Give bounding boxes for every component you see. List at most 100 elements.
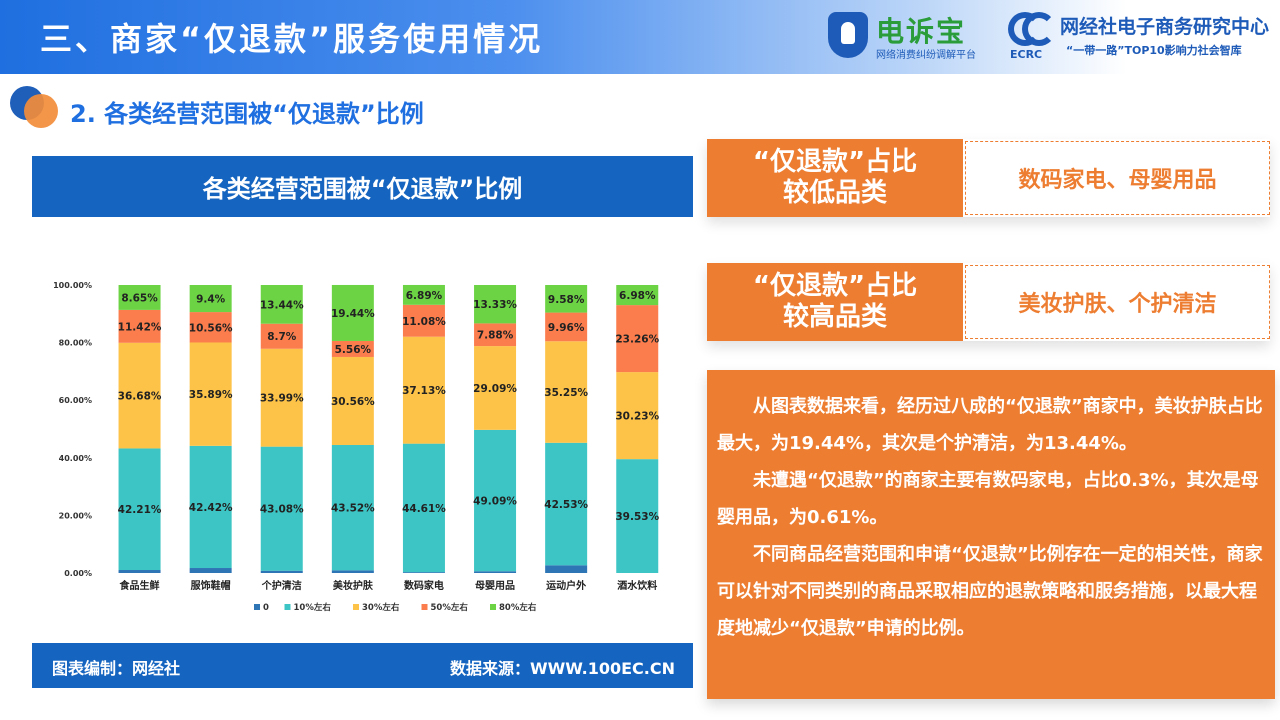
data-label: 37.13%: [402, 385, 446, 397]
low-ratio-label-line2: 较低品类: [782, 178, 887, 208]
chart-footer: 图表编制：网经社 数据来源：WWW.100EC.CN: [32, 643, 693, 688]
data-label: 39.53%: [615, 511, 659, 523]
x-category-label: 服饰鞋帽: [191, 579, 231, 592]
legend-swatch: [254, 604, 260, 610]
bar-segment: [189, 568, 232, 573]
x-category-label: 食品生鲜: [119, 579, 160, 592]
bar-segment: [616, 459, 659, 573]
y-tick-label: 100.00%: [53, 281, 92, 290]
dianshubao-logo: 电诉宝 网络消费纠纷调解平台: [828, 10, 988, 64]
legend-swatch: [421, 604, 428, 610]
ec-mark-icon: [1008, 12, 1056, 46]
note-paragraph-3: 不同商品经营范围和申请“仅退款”比例存在一定的相关性，商家可以针对不同类别的商品…: [717, 544, 1263, 639]
data-label: 42.42%: [189, 502, 233, 514]
high-ratio-label-line1: “仅退款”占比: [752, 271, 918, 301]
data-label: 11.08%: [402, 316, 446, 328]
bar-segment: [331, 570, 374, 573]
bar-segment: [616, 305, 659, 373]
data-label: 9.96%: [548, 322, 585, 334]
x-category-label: 酒水饮料: [617, 579, 657, 592]
bar-segment: [402, 572, 445, 573]
legend-swatch: [284, 604, 291, 610]
note-paragraph-2: 未遭遇“仅退款”的商家主要有数码家电，占比0.3%，其次是母婴用品，为0.61%…: [717, 470, 1259, 528]
data-label: 42.21%: [118, 504, 162, 516]
chart-header-title: 各类经营范围被“仅退款”比例: [202, 175, 523, 203]
bar-segment: [118, 570, 161, 573]
bar-segment: [474, 285, 517, 324]
bar-segment: [545, 285, 588, 313]
stacked-bar-chart: 0.00%20.00%40.00%60.00%80.00%100.00%1.04…: [53, 281, 659, 613]
legend-label: 10%左右: [294, 602, 332, 613]
data-label: 36.68%: [118, 391, 162, 403]
low-ratio-panel: “仅退款”占比 较低品类 数码家电、母婴用品: [707, 139, 1270, 217]
data-label: 8.7%: [267, 331, 297, 343]
bar-segment: [545, 442, 588, 566]
y-tick-label: 20.00%: [59, 511, 92, 520]
bar-segment: [474, 323, 517, 347]
chart-area: 0.00%20.00%40.00%60.00%80.00%100.00%1.04…: [32, 217, 693, 643]
data-label: 30.56%: [331, 396, 375, 408]
data-label: 5.56%: [335, 344, 372, 356]
data-label: 11.42%: [118, 321, 162, 333]
data-label: 35.25%: [544, 387, 588, 399]
legend-label: 0: [263, 603, 269, 613]
bar-segment: [545, 341, 588, 443]
x-category-label: 运动户外: [546, 579, 586, 592]
high-ratio-label-line2: 较高品类: [782, 302, 887, 332]
bar-segment: [260, 570, 303, 573]
high-ratio-value-box: 美妆护肤、个护清洁: [965, 265, 1270, 339]
legend-swatch: [490, 604, 496, 610]
bar-segment: [474, 429, 517, 572]
bar-segment: [331, 356, 374, 445]
x-category-label: 美妆护肤: [333, 579, 374, 592]
data-label: 49.09%: [473, 496, 517, 508]
bar-segment: [260, 348, 303, 447]
bar-segment: [189, 312, 232, 343]
top-banner: 三、商家“仅退款”服务使用情况 电诉宝 网络消费纠纷调解平台 ECRC 网经社电…: [0, 0, 1280, 74]
analysis-note: 从图表数据来看，经历过八成的“仅退款”商家中，美妆护肤占比最大，为19.44%，…: [707, 370, 1275, 699]
logo1-subtitle: 网络消费纠纷调解平台: [876, 50, 976, 61]
bar-segment: [616, 372, 659, 460]
bar-segment: [118, 448, 161, 571]
low-ratio-value-box: 数码家电、母婴用品: [965, 141, 1270, 215]
high-ratio-label: “仅退款”占比 较高品类: [707, 263, 963, 341]
x-category-label: 个护清洁: [261, 579, 302, 592]
bar-segment: [545, 312, 588, 342]
logo2-name: 网经社电子商务研究中心: [1060, 16, 1270, 38]
legend-label: 80%左右: [499, 602, 537, 613]
chart-credit: 图表编制：网经社: [52, 659, 181, 678]
y-tick-label: 80.00%: [59, 339, 92, 348]
legend-label: 50%左右: [431, 602, 469, 613]
data-label: 8.65%: [121, 292, 158, 304]
y-tick-label: 40.00%: [59, 454, 92, 463]
data-label: 35.89%: [189, 389, 233, 401]
data-label: 44.61%: [402, 503, 446, 515]
section-bullet-icon: [10, 86, 58, 130]
data-label: 13.44%: [260, 299, 304, 311]
bar-segment: [402, 284, 445, 305]
note-paragraph-1: 从图表数据来看，经历过八成的“仅退款”商家中，美妆护肤占比最大，为19.44%，…: [717, 396, 1263, 454]
data-label: 29.09%: [473, 383, 517, 395]
bar-segment: [545, 565, 588, 573]
high-ratio-panel: “仅退款”占比 较高品类 美妆护肤、个护清洁: [707, 263, 1270, 341]
bar-segment: [260, 446, 303, 571]
x-category-label: 母婴用品: [475, 580, 515, 592]
data-label: 9.58%: [548, 294, 585, 306]
bar-segment: [118, 342, 161, 449]
bar-segment: [474, 571, 517, 573]
data-label: 9.4%: [196, 294, 226, 306]
bar-segment: [189, 342, 232, 446]
data-label: 10.56%: [189, 322, 233, 334]
low-ratio-categories: 数码家电、母婴用品: [1018, 168, 1217, 193]
data-label: 42.53%: [544, 499, 588, 511]
data-label: 23.26%: [615, 334, 659, 346]
bar-segment: [402, 336, 445, 444]
bar-segment: [402, 443, 445, 573]
logo2-abbr: ECRC: [1010, 48, 1043, 61]
chart-source: 数据来源：WWW.100EC.CN: [449, 659, 675, 678]
page-title: 三、商家“仅退款”服务使用情况: [40, 20, 544, 58]
data-label: 7.88%: [477, 330, 514, 342]
bar-segment: [118, 285, 161, 310]
bar-segment: [260, 285, 303, 324]
section-subtitle: 2. 各类经营范围被“仅退款”比例: [70, 100, 424, 128]
